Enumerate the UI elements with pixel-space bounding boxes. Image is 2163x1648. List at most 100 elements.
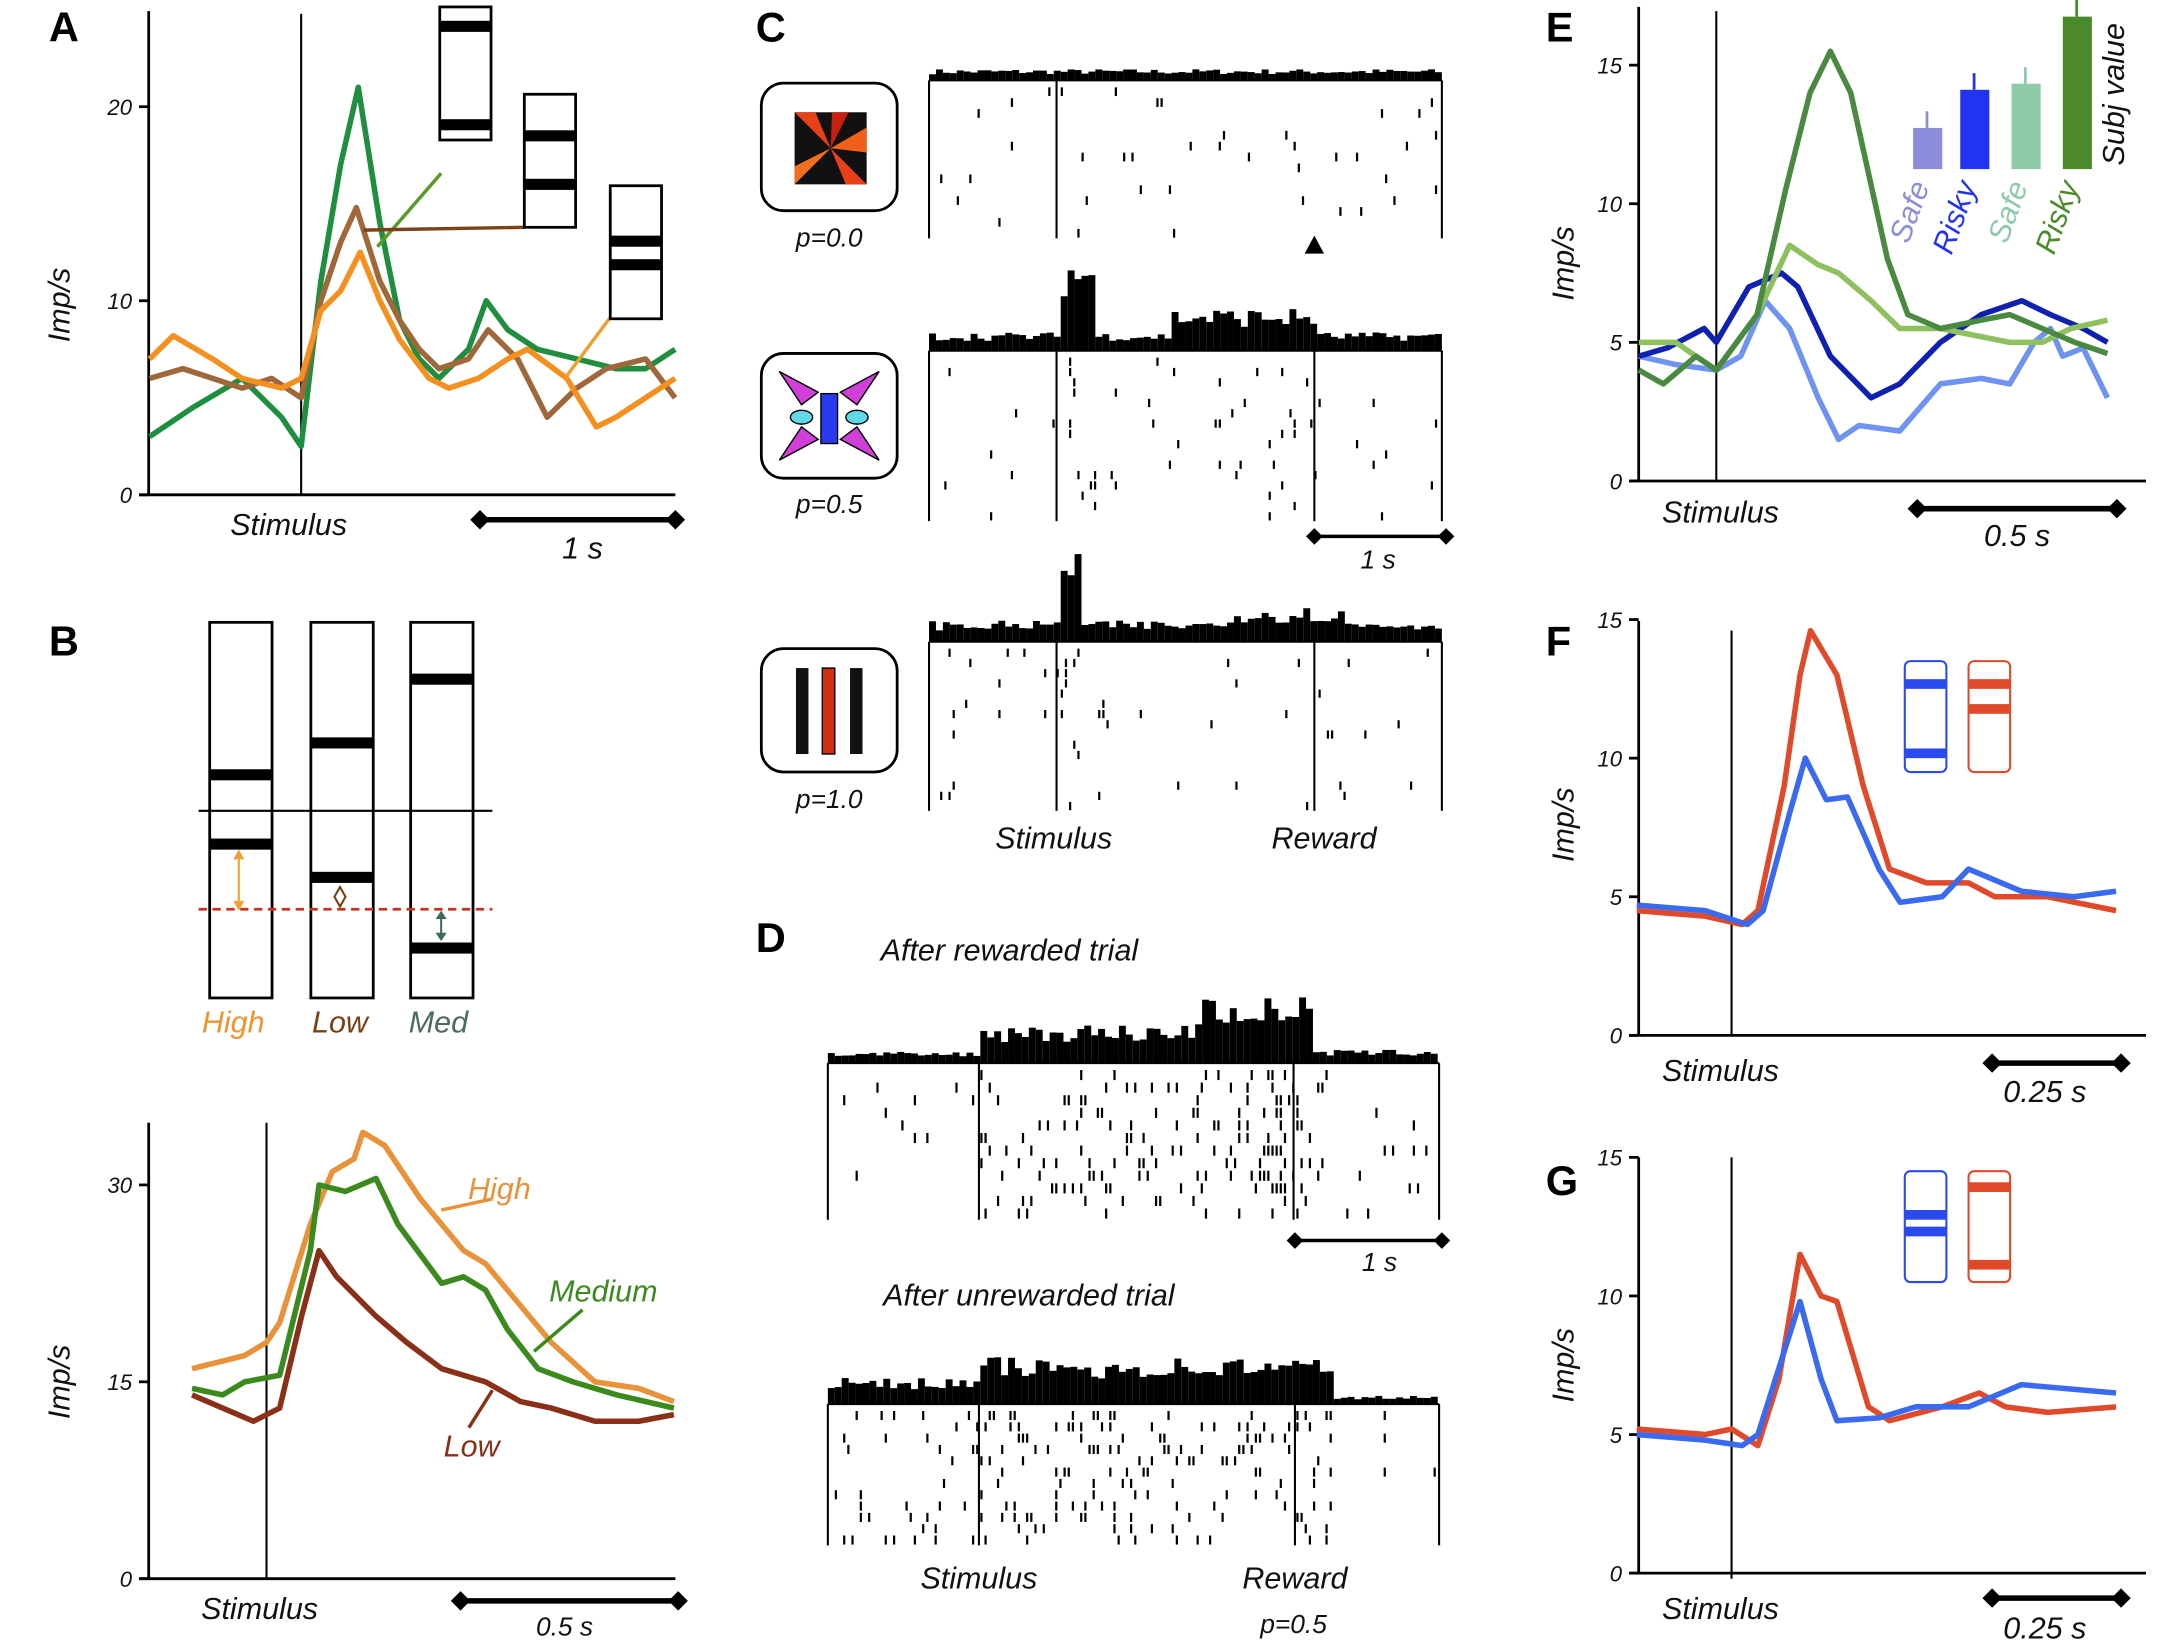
prob-label: p=0.5 <box>795 489 863 519</box>
histogram-bar <box>977 628 985 642</box>
histogram-bar <box>883 1052 891 1064</box>
spike <box>1243 398 1246 408</box>
spike <box>1318 398 1321 408</box>
spike <box>1258 1467 1262 1477</box>
y-tick-label: 0 <box>120 483 133 508</box>
histogram-bar <box>949 73 957 81</box>
series-line-risky <box>1638 270 2109 401</box>
histogram-bar <box>973 1381 981 1405</box>
histogram-bar <box>952 1052 960 1064</box>
histogram-bar <box>1351 624 1359 642</box>
spike <box>1238 1422 1241 1432</box>
label-med: Med <box>409 1006 469 1040</box>
spike <box>1213 1120 1216 1131</box>
spike <box>1125 1132 1129 1144</box>
spike <box>1268 440 1271 449</box>
histogram-bar <box>1227 72 1234 81</box>
histogram-bar <box>1164 73 1172 81</box>
spike <box>1329 1410 1332 1421</box>
histogram-bar <box>883 1378 891 1405</box>
histogram-bar <box>1209 1372 1216 1405</box>
spike <box>1093 481 1097 490</box>
spike <box>944 481 947 490</box>
spike <box>1171 1478 1174 1488</box>
spike <box>1210 720 1213 729</box>
spike <box>1360 207 1363 216</box>
spike <box>884 1535 887 1545</box>
svg-text:1 s: 1 s <box>1361 544 1396 574</box>
histogram-bar <box>1428 334 1435 351</box>
histogram-bar <box>1337 72 1345 81</box>
spike <box>1121 1195 1124 1206</box>
spike <box>1163 1433 1166 1443</box>
histogram-bar <box>1067 575 1075 642</box>
spike <box>1218 419 1221 428</box>
histogram-bar <box>1428 625 1435 642</box>
spike <box>1088 1170 1091 1181</box>
spike <box>1383 1467 1386 1477</box>
histogram-bar <box>1019 335 1027 351</box>
spike <box>1125 1082 1129 1093</box>
spike <box>1229 1145 1233 1156</box>
histogram-bar <box>1354 1399 1362 1405</box>
spike <box>1296 1107 1299 1118</box>
spike <box>980 1070 983 1081</box>
spike <box>1326 730 1330 739</box>
histogram-bar <box>834 1387 842 1405</box>
y-tick-label: 5 <box>1610 885 1623 910</box>
spike <box>1038 1120 1041 1131</box>
histogram-bar <box>1005 626 1013 642</box>
spike <box>1217 1070 1220 1081</box>
spike <box>952 709 955 719</box>
spike <box>1167 1444 1170 1455</box>
series-line-medium <box>191 1175 675 1411</box>
spike <box>1017 1158 1020 1169</box>
histogram-bar <box>876 1386 884 1405</box>
histogram-bar <box>1095 336 1103 351</box>
histogram-bar <box>1105 1366 1112 1405</box>
histogram-bar <box>1261 69 1269 81</box>
spike <box>1077 470 1080 480</box>
inset-schematics <box>1903 660 2012 774</box>
spike <box>1325 1070 1328 1081</box>
histogram-bar <box>1202 999 1210 1064</box>
spike <box>1204 1208 1208 1219</box>
spike <box>1238 1107 1241 1118</box>
histogram-bar <box>1386 69 1394 81</box>
spike <box>1046 1444 1050 1455</box>
spike <box>1179 1145 1183 1156</box>
histogram-bar <box>1247 310 1255 351</box>
spike <box>938 1501 941 1511</box>
spike <box>1030 1145 1033 1156</box>
histogram-bar <box>1160 1034 1168 1064</box>
histogram-bar <box>848 1382 856 1405</box>
histogram-bar <box>1326 1371 1334 1405</box>
histogram-bar <box>1202 1372 1210 1405</box>
spike <box>1258 1158 1262 1169</box>
scale-bar: 0.5 s <box>1907 498 2127 553</box>
histogram-bar <box>987 1357 995 1405</box>
spike <box>948 791 951 800</box>
spike <box>1109 1183 1112 1194</box>
histogram-bar <box>1174 1358 1182 1405</box>
x-axis-label: Stimulus <box>1662 1054 1779 1088</box>
histogram-bar <box>1368 1054 1376 1064</box>
spike <box>1296 1208 1299 1219</box>
spike <box>1113 1512 1116 1522</box>
spike <box>1221 1456 1224 1466</box>
histogram-bar <box>1095 69 1103 81</box>
histogram-bar <box>1019 73 1027 81</box>
spike <box>1325 1524 1328 1534</box>
spike <box>1167 1082 1170 1093</box>
histogram-bar <box>1400 626 1408 642</box>
spike <box>1159 1433 1162 1443</box>
y-tick-label: 15 <box>1597 53 1622 78</box>
histogram-bar <box>1358 71 1366 81</box>
spike <box>1150 1456 1154 1466</box>
spike <box>1100 1107 1104 1118</box>
spike <box>1292 1170 1295 1181</box>
spike <box>980 1512 983 1522</box>
spike <box>880 1410 883 1421</box>
histogram-bar <box>1240 326 1248 351</box>
histogram-bar <box>977 338 985 351</box>
